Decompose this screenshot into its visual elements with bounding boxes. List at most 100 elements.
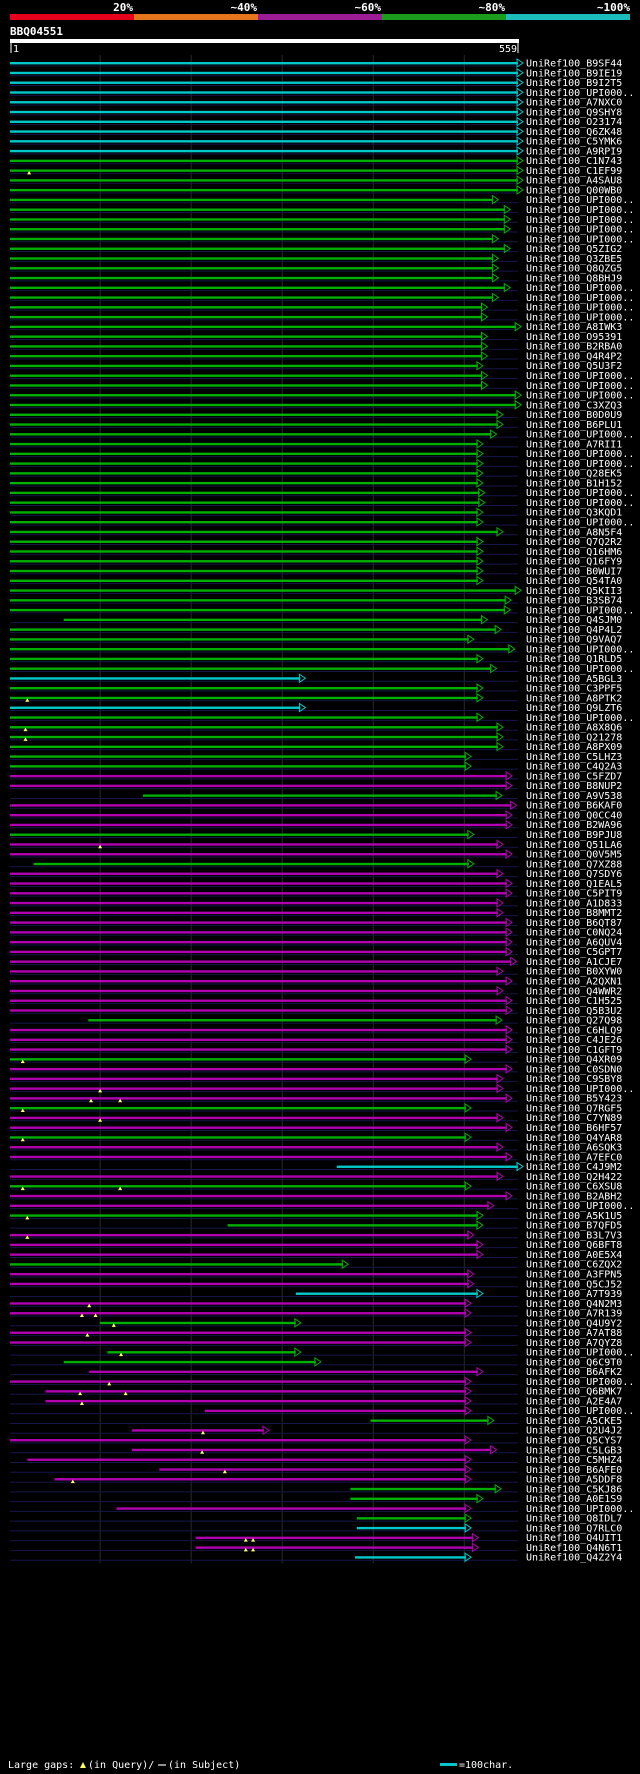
alignment-row[interactable]: UniRef100_B2ABH2 — [10, 1190, 622, 1202]
alignment-row[interactable]: UniRef100_Q5U3F2 — [10, 360, 622, 372]
row-label[interactable]: UniRef100_UPI000.. — [526, 459, 634, 470]
row-label[interactable]: UniRef100_C0NQ24 — [526, 928, 622, 939]
row-label[interactable]: UniRef100_B2WA96 — [526, 820, 622, 831]
row-label[interactable]: UniRef100_A7EFC0 — [526, 1152, 622, 1163]
row-label[interactable]: UniRef100_C6ZQX2 — [526, 1260, 622, 1271]
alignment-row[interactable]: UniRef100_B0D0U9 — [10, 409, 622, 421]
row-label[interactable]: UniRef100_Q5ZIG2 — [526, 244, 622, 255]
alignment-row[interactable]: UniRef100_C5YMK6 — [10, 136, 622, 148]
alignment-row[interactable]: UniRef100_Q3ZBE5 — [10, 253, 622, 265]
row-label[interactable]: UniRef100_A5BGL3 — [526, 674, 622, 685]
row-label[interactable]: UniRef100_Q6BFT8 — [526, 1240, 622, 1251]
alignment-row[interactable]: UniRef100_C9SBY8 — [10, 1073, 622, 1085]
row-label[interactable]: UniRef100_Q4SJM0 — [526, 615, 622, 626]
row-label[interactable]: UniRef100_C1H525 — [526, 996, 622, 1007]
row-label[interactable]: UniRef100_C5GPT7 — [526, 947, 622, 958]
row-label[interactable]: UniRef100_C6XSU8 — [526, 1182, 622, 1193]
alignment-row[interactable]: UniRef100_C5MHZ4 — [10, 1454, 622, 1466]
row-label[interactable]: UniRef100_C5LGB3 — [526, 1445, 622, 1456]
alignment-row[interactable]: UniRef100_A7EFC0 — [10, 1151, 622, 1163]
row-label[interactable]: UniRef100_B0WUI7 — [526, 566, 622, 577]
row-label[interactable]: UniRef100_A6QUV4 — [526, 937, 622, 948]
row-label[interactable]: UniRef100_Q16FY9 — [526, 557, 622, 568]
row-label[interactable]: UniRef100_Q5KII3 — [526, 586, 622, 597]
alignment-row[interactable]: UniRef100_UPI000.. — [10, 233, 634, 245]
alignment-row[interactable]: UniRef100_A5K1U5 — [10, 1210, 622, 1222]
alignment-row[interactable]: UniRef100_Q9VAQ7 — [10, 634, 622, 646]
alignment-row[interactable]: UniRef100_Q51LA6 — [10, 839, 622, 851]
row-label[interactable]: UniRef100_B8NUP2 — [526, 781, 622, 792]
alignment-row[interactable]: UniRef100_Q5ZIG2 — [10, 243, 622, 255]
alignment-row[interactable]: UniRef100_UPI000.. — [10, 214, 634, 226]
alignment-row[interactable]: UniRef100_Q6ZK48 — [10, 126, 622, 138]
row-label[interactable]: UniRef100_Q6ZK48 — [526, 127, 622, 138]
row-label[interactable]: UniRef100_Q6BMK7 — [526, 1387, 622, 1398]
alignment-row[interactable]: UniRef100_UPI000.. — [10, 87, 634, 99]
row-label[interactable]: UniRef100_UPI000.. — [526, 1348, 634, 1359]
row-label[interactable]: UniRef100_A0E5X4 — [526, 1250, 622, 1261]
row-label[interactable]: UniRef100_C1N743 — [526, 156, 622, 167]
row-label[interactable]: UniRef100_UPI000.. — [526, 312, 634, 323]
alignment-row[interactable]: UniRef100_A1CJE7 — [10, 956, 622, 968]
row-label[interactable]: UniRef100_UPI000.. — [526, 430, 634, 441]
alignment-row[interactable]: UniRef100_A7AT88 — [10, 1327, 622, 1339]
row-label[interactable]: UniRef100_Q8BHJ9 — [526, 273, 622, 284]
alignment-row[interactable]: UniRef100_Q8IDL7 — [10, 1513, 622, 1525]
alignment-row[interactable]: UniRef100_C4JE26 — [10, 1034, 622, 1046]
alignment-row[interactable]: UniRef100_A7T939 — [10, 1288, 622, 1300]
row-label[interactable]: UniRef100_Q4N6T1 — [526, 1543, 622, 1554]
row-label[interactable]: UniRef100_A6SQK3 — [526, 1143, 622, 1154]
alignment-row[interactable]: UniRef100_Q4R4P2 — [10, 351, 622, 362]
alignment-row[interactable]: UniRef100_B8NUP2 — [10, 780, 622, 792]
alignment-row[interactable]: UniRef100_C0SDN0 — [10, 1063, 622, 1075]
row-label[interactable]: UniRef100_B6HF57 — [526, 1123, 622, 1134]
alignment-row[interactable]: UniRef100_UPI000.. — [10, 517, 634, 529]
row-label[interactable]: UniRef100_B5Y423 — [526, 1094, 622, 1105]
alignment-row[interactable]: UniRef100_A6QUV4 — [10, 937, 622, 948]
row-label[interactable]: UniRef100_C5LHZ3 — [526, 752, 622, 763]
alignment-row[interactable]: UniRef100_C7YN89 — [10, 1112, 622, 1124]
alignment-row[interactable]: UniRef100_UPI000.. — [10, 448, 634, 460]
alignment-row[interactable]: UniRef100_B3L7V3 — [10, 1229, 622, 1241]
alignment-row[interactable]: UniRef100_B8MMT2 — [10, 907, 622, 919]
alignment-row[interactable]: UniRef100_Q7XZ88 — [10, 858, 622, 870]
row-label[interactable]: UniRef100_C4JE26 — [526, 1035, 622, 1046]
alignment-row[interactable]: UniRef100_B9SF44 — [10, 58, 622, 70]
alignment-row[interactable]: UniRef100_B5Y423 — [10, 1093, 622, 1105]
row-label[interactable]: UniRef100_Q7RGF5 — [526, 1103, 622, 1114]
row-label[interactable]: UniRef100_A9V538 — [526, 791, 622, 802]
row-label[interactable]: UniRef100_A1D833 — [526, 898, 622, 909]
row-label[interactable]: UniRef100_Q2H422 — [526, 1172, 622, 1183]
row-label[interactable]: UniRef100_UPI000.. — [526, 225, 634, 236]
row-label[interactable]: UniRef100_A8PTK2 — [526, 693, 622, 704]
row-label[interactable]: UniRef100_Q28EK5 — [526, 469, 622, 480]
row-label[interactable]: UniRef100_C7YN89 — [526, 1113, 622, 1124]
row-label[interactable]: UniRef100_O95391 — [526, 332, 622, 343]
alignment-row[interactable]: UniRef100_UPI000.. — [10, 302, 634, 314]
row-label[interactable]: UniRef100_C1EF99 — [526, 166, 622, 177]
alignment-row[interactable]: UniRef100_C3XZQ3 — [10, 399, 622, 411]
row-label[interactable]: UniRef100_Q6C9T0 — [526, 1357, 622, 1368]
alignment-row[interactable]: UniRef100_B2WA96 — [10, 819, 622, 831]
alignment-row[interactable]: UniRef100_Q5KII3 — [10, 585, 622, 597]
alignment-row[interactable]: UniRef100_Q4XR09 — [10, 1054, 622, 1066]
row-label[interactable]: UniRef100_C9SBY8 — [526, 1074, 622, 1085]
row-label[interactable]: UniRef100_UPI000.. — [526, 605, 634, 616]
row-label[interactable]: UniRef100_A5K1U5 — [526, 1211, 622, 1222]
alignment-row[interactable]: UniRef100_B0WUI7 — [10, 565, 622, 577]
row-label[interactable]: UniRef100_Q4Z2Y4 — [526, 1553, 622, 1564]
alignment-row[interactable]: UniRef100_Q6C9T0 — [10, 1356, 622, 1368]
alignment-row[interactable]: UniRef100_C1H525 — [10, 995, 622, 1007]
row-label[interactable]: UniRef100_Q0V5M5 — [526, 850, 622, 861]
row-label[interactable]: UniRef100_Q5U3F2 — [526, 361, 622, 372]
alignment-row[interactable]: UniRef100_Q5CJ52 — [10, 1278, 622, 1290]
row-label[interactable]: UniRef100_UPI000.. — [526, 644, 634, 655]
alignment-row[interactable]: UniRef100_O95391 — [10, 331, 622, 343]
alignment-row[interactable]: UniRef100_UPI000.. — [10, 1083, 634, 1095]
alignment-row[interactable]: UniRef100_Q8QZG5 — [10, 263, 622, 275]
row-label[interactable]: UniRef100_UPI000.. — [526, 1504, 634, 1515]
row-label[interactable]: UniRef100_A4SAU8 — [526, 176, 622, 187]
alignment-row[interactable]: UniRef100_C6XSU8 — [10, 1181, 622, 1193]
alignment-row[interactable]: UniRef100_UPI000.. — [10, 1405, 634, 1417]
row-label[interactable]: UniRef100_B6AFE0 — [526, 1465, 622, 1476]
